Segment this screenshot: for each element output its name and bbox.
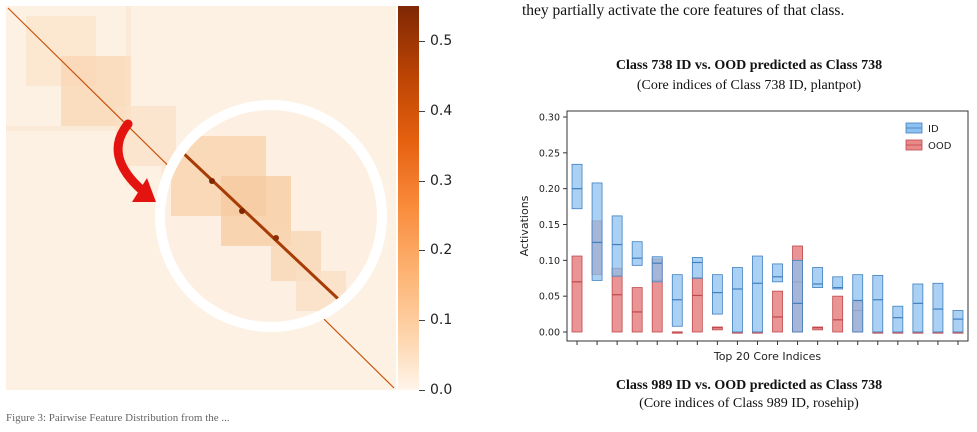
y-axis-label: Activations bbox=[518, 195, 531, 256]
id-bar bbox=[832, 276, 844, 290]
bottom-chart-subtitle: (Core indices of Class 989 ID, rosehip) bbox=[639, 396, 859, 411]
ood-bar bbox=[691, 277, 703, 333]
colorbar-tick-label: 0.4 bbox=[430, 102, 453, 119]
colorbar bbox=[398, 6, 419, 390]
y-tick-label: 0.30 bbox=[539, 113, 560, 124]
id-bar bbox=[691, 257, 703, 279]
zoom-arrow bbox=[113, 119, 149, 197]
heatmap-canvas bbox=[6, 6, 395, 389]
id-bar bbox=[772, 263, 783, 283]
y-tick-label: 0.20 bbox=[539, 184, 560, 195]
ood-bar bbox=[591, 220, 603, 276]
y-tick-label: 0.05 bbox=[539, 292, 560, 303]
ood-bar bbox=[932, 331, 944, 334]
bottom-chart-title: Class 989 ID vs. OOD predicted as Class … bbox=[615, 378, 883, 393]
ood-bar bbox=[732, 331, 743, 334]
ood-bar bbox=[912, 331, 924, 334]
y-tick-label: 0.25 bbox=[539, 148, 560, 159]
colorbar-tick bbox=[419, 320, 425, 322]
ood-bar bbox=[952, 331, 964, 334]
ood-bar bbox=[772, 290, 783, 333]
id-bar bbox=[852, 274, 864, 333]
ood-bar bbox=[752, 331, 763, 334]
ood-bar bbox=[852, 301, 864, 333]
colorbar-tick-label: 0.0 bbox=[430, 382, 453, 398]
id-bar bbox=[711, 274, 723, 315]
plot-frame bbox=[566, 110, 969, 342]
colorbar-tick bbox=[419, 390, 425, 391]
ood-bar bbox=[571, 255, 583, 333]
ood-bar bbox=[832, 295, 844, 333]
colorbar-tick bbox=[419, 180, 425, 182]
id-bar bbox=[671, 274, 683, 327]
id-bar bbox=[732, 267, 743, 333]
id-bar bbox=[892, 305, 904, 333]
x-axis-label: Top 20 Core Indices bbox=[713, 350, 822, 363]
ood-bar bbox=[892, 331, 904, 334]
ood-bar bbox=[611, 267, 623, 333]
ood-bar bbox=[872, 331, 884, 334]
id-bar bbox=[952, 310, 964, 333]
body-text: they partially activate the core feature… bbox=[522, 2, 845, 19]
id-bar bbox=[792, 259, 803, 333]
ood-bar bbox=[812, 326, 824, 331]
legend-swatch bbox=[905, 139, 923, 151]
colorbar-tick bbox=[419, 40, 425, 42]
colorbar-tick-label: 0.3 bbox=[430, 172, 453, 189]
ood-bar bbox=[711, 326, 723, 331]
id-bar bbox=[571, 163, 583, 210]
id-bar bbox=[872, 274, 884, 333]
chart-subtitle: (Core indices of Class 738 ID, plantpot) bbox=[636, 78, 862, 93]
ood-bar bbox=[651, 258, 663, 333]
colorbar-tick-label: 0.5 bbox=[430, 32, 453, 49]
id-bar bbox=[752, 255, 763, 333]
legend-swatch bbox=[905, 122, 923, 134]
ood-bar bbox=[631, 287, 643, 333]
id-bar bbox=[651, 256, 663, 283]
pairwise-heatmap bbox=[6, 6, 396, 390]
ood-bar bbox=[671, 331, 683, 334]
id-bar bbox=[591, 182, 603, 281]
id-bar bbox=[912, 283, 924, 333]
legend-label: ID bbox=[928, 124, 939, 135]
colorbar-tick bbox=[419, 110, 425, 112]
id-bar bbox=[932, 282, 944, 333]
id-bar bbox=[611, 215, 623, 277]
colorbar-tick-label: 0.2 bbox=[430, 242, 453, 259]
y-tick-label: 0.15 bbox=[539, 220, 560, 231]
figure-caption: Figure 3: Pairwise Feature Distribution … bbox=[6, 412, 230, 424]
colorbar-tick bbox=[419, 250, 425, 252]
legend-label: OOD bbox=[928, 141, 952, 152]
chart-title: Class 738 ID vs. OOD predicted as Class … bbox=[615, 58, 883, 73]
id-bar bbox=[631, 241, 643, 266]
ood-bar bbox=[792, 245, 803, 333]
y-tick-label: 0.00 bbox=[539, 328, 560, 339]
y-tick-label: 0.10 bbox=[539, 256, 560, 267]
id-bar bbox=[812, 267, 824, 288]
colorbar-tick-label: 0.1 bbox=[430, 312, 453, 329]
